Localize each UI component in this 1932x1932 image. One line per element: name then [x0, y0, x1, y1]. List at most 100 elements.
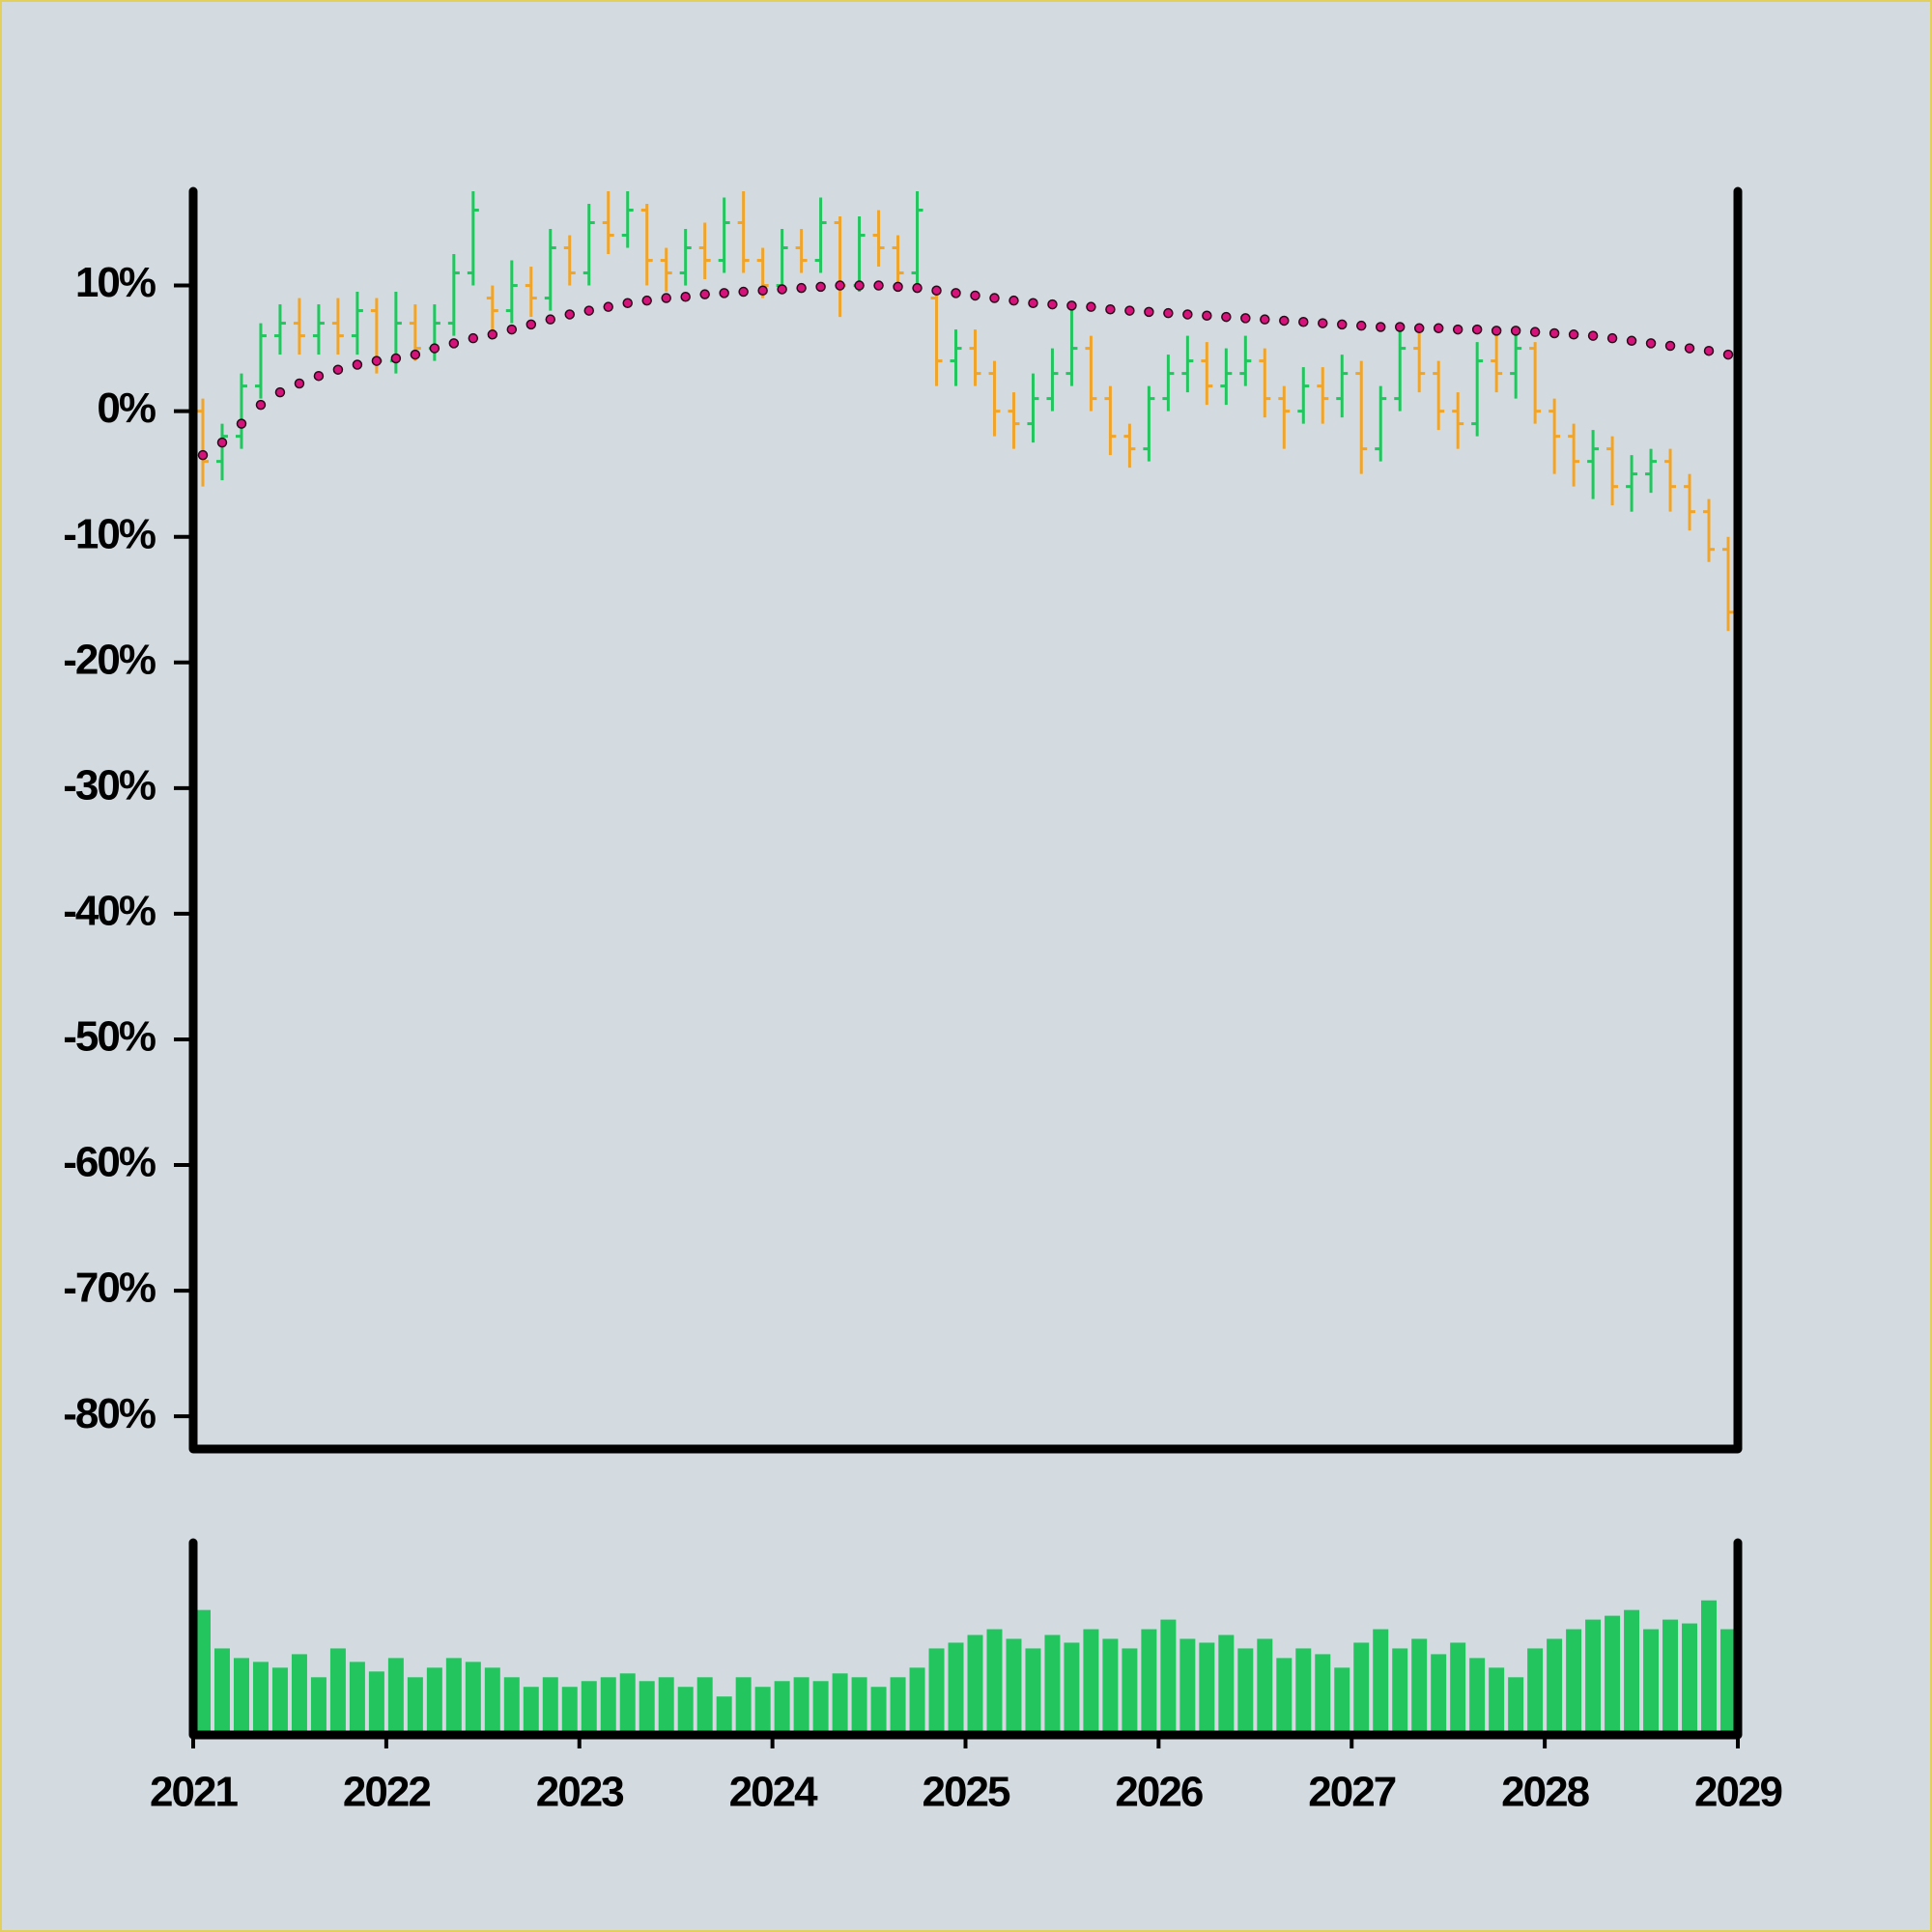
volume-bar [445, 1658, 462, 1735]
y-tick-label: 10% [75, 259, 156, 306]
volume-bar [928, 1648, 945, 1735]
volume-bar [271, 1667, 288, 1735]
moving-average-dot [448, 338, 460, 349]
x-tick-label: 2029 [1694, 1769, 1781, 1816]
volume-bar [793, 1677, 810, 1735]
volume-bar [1006, 1638, 1022, 1735]
volume-bar [870, 1687, 887, 1735]
volume-bar [658, 1677, 674, 1735]
moving-average-dot [216, 437, 228, 448]
volume-bar [368, 1671, 384, 1735]
moving-average-dot [912, 282, 923, 294]
volume-bar [542, 1677, 558, 1735]
moving-average-dot [1587, 330, 1599, 341]
moving-average-dot [1452, 324, 1463, 335]
volume-bar [1720, 1629, 1737, 1735]
volume-bar [523, 1687, 539, 1735]
moving-average-dot [1606, 332, 1618, 344]
moving-average-dot [1529, 327, 1541, 337]
volume-bar [349, 1662, 365, 1735]
moving-average-dot [1028, 298, 1038, 309]
volume-bar [1025, 1648, 1041, 1735]
volume-bar [1257, 1638, 1273, 1735]
moving-average-dot [989, 293, 1000, 303]
moving-average-dot [1318, 318, 1328, 328]
volume-bar [1469, 1658, 1486, 1735]
moving-average-dot [1703, 345, 1715, 356]
x-tick-label: 2022 [343, 1769, 430, 1816]
volume-bar [465, 1662, 481, 1735]
volume-bar [967, 1634, 983, 1735]
x-tick-label: 2026 [1115, 1769, 1202, 1816]
volume-bar [1044, 1634, 1061, 1735]
volume-bar [329, 1648, 346, 1735]
moving-average-dot [1337, 319, 1348, 330]
volume-bar [735, 1677, 752, 1735]
moving-average-dot [757, 285, 768, 297]
volume-bar [1585, 1619, 1602, 1735]
moving-average-dot [429, 343, 440, 354]
volume-bar [407, 1677, 423, 1735]
volume-bar [1353, 1642, 1370, 1735]
moving-average-dot [332, 364, 344, 375]
y-tick-label: -60% [63, 1139, 156, 1186]
volume-bar [194, 1609, 211, 1735]
volume-bar [1392, 1648, 1408, 1735]
moving-average-dot [970, 290, 980, 301]
moving-average-dot [661, 293, 671, 303]
moving-average-dot [352, 359, 363, 370]
volume-bar [1527, 1648, 1544, 1735]
x-tick-label: 2025 [923, 1769, 1010, 1816]
volume-bar [1605, 1615, 1621, 1735]
moving-average-dot [1722, 349, 1734, 360]
moving-average-dot [1086, 301, 1096, 312]
volume-bar [851, 1677, 867, 1735]
y-tick-label: -50% [63, 1013, 156, 1061]
moving-average-dot [487, 329, 498, 340]
moving-average-dot [796, 282, 807, 294]
moving-average-dot [236, 418, 247, 429]
moving-average-dot [1260, 314, 1270, 325]
y-tick-label: -70% [63, 1264, 156, 1312]
volume-bar [1237, 1648, 1254, 1735]
moving-average-dot [313, 370, 325, 382]
volume-bar [426, 1667, 442, 1735]
volume-bar [1701, 1600, 1718, 1735]
volume-bar [233, 1658, 249, 1735]
moving-average-dot [1491, 326, 1502, 336]
volume-bar [561, 1687, 578, 1735]
moving-average-dot [1433, 323, 1444, 334]
volume-bar [1431, 1654, 1447, 1735]
moving-average-dot [1047, 298, 1058, 310]
volume-bar [1508, 1677, 1524, 1735]
volume-bar [774, 1681, 790, 1735]
volume-bar [677, 1687, 694, 1735]
axis-frame [188, 1538, 1743, 1740]
moving-average-dot [1664, 340, 1676, 352]
volume-bar [812, 1681, 829, 1735]
x-tick-label: 2021 [150, 1769, 238, 1816]
moving-average-dot [854, 280, 865, 291]
moving-average-dot [951, 288, 961, 298]
moving-average-dot [1684, 343, 1695, 354]
volume-bar [1295, 1648, 1312, 1735]
moving-average-dot [1105, 304, 1116, 315]
volume-bar [1411, 1638, 1428, 1735]
y-tick-label: 0% [97, 384, 155, 432]
moving-average-dot [390, 353, 402, 364]
volume-bar [387, 1658, 404, 1735]
moving-average-dot [1009, 295, 1019, 306]
volume-bar [581, 1681, 597, 1735]
moving-average-dot [1202, 310, 1212, 322]
moving-average-dot [545, 314, 556, 325]
moving-average-dot [699, 289, 710, 299]
axis-frame [188, 186, 1743, 1454]
moving-average-dot [1645, 338, 1657, 349]
moving-average-dot [526, 319, 537, 330]
moving-average-dot [603, 301, 613, 312]
volume-bar [1489, 1667, 1505, 1735]
volume-bar [696, 1677, 713, 1735]
volume-bar [832, 1673, 848, 1735]
volume-bar [1064, 1642, 1080, 1735]
